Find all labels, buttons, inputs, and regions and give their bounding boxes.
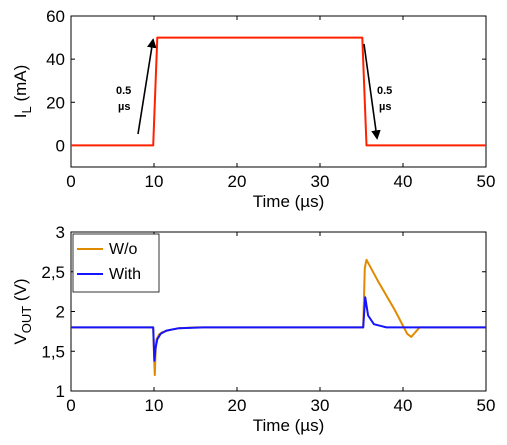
- y-tick-label: 60: [46, 7, 65, 26]
- x-tick-label: 30: [311, 172, 330, 191]
- x-axis-label: Time (µs): [253, 416, 325, 435]
- voltage-panel: 0 10 20 30 40 50 1 1,5 2 2,5 3 Time (µs) VOUT (V) W/o…: [11, 223, 495, 435]
- x-tick-label: 30: [311, 396, 330, 415]
- x-axis-label: Time (µs): [253, 192, 325, 211]
- x-tick-label: 40: [394, 396, 413, 415]
- x-tick-label: 50: [477, 396, 496, 415]
- legend-box: [72, 233, 160, 293]
- fall-arrow: [363, 43, 381, 140]
- x-tick-label: 50: [477, 172, 496, 191]
- rise-arrow: [137, 38, 157, 135]
- rise-fall-time-label: 0.5 µs: [377, 85, 392, 113]
- legend-label: With: [109, 266, 141, 283]
- x-tick-label: 10: [145, 396, 164, 415]
- x-tick-label: 0: [66, 396, 75, 415]
- x-tick-label: 20: [228, 172, 247, 191]
- series-line: [71, 296, 486, 362]
- y-axis-label: IL (mA): [11, 65, 34, 119]
- y-tick-label: 3: [56, 223, 65, 242]
- axes-box: [70, 15, 487, 168]
- y-tick-label: 2: [56, 303, 65, 322]
- x-tick-label: 20: [228, 396, 247, 415]
- legend: W/o With: [72, 233, 160, 293]
- y-tick-label: 40: [46, 50, 65, 69]
- y-axis-label: VOUT (V): [11, 278, 34, 344]
- series-line: [71, 36, 486, 147]
- y-tick-label: 1,5: [41, 342, 65, 361]
- y-tick-label: 1: [56, 382, 65, 401]
- rise-fall-time-label: 0.5 µs: [116, 85, 131, 113]
- y-tick-label: 20: [46, 93, 65, 112]
- x-tick-label: 40: [394, 172, 413, 191]
- x-tick-label: 0: [66, 172, 75, 191]
- legend-label: W/o: [109, 241, 138, 258]
- current-panel: 0 10 20 30 40 50 0 20 40 60 Time (µs) IL (mA) 0.5 µs 0…: [11, 7, 495, 211]
- x-tick-label: 10: [145, 172, 164, 191]
- y-tick-label: 2,5: [41, 263, 65, 282]
- y-tick-label: 0: [56, 136, 65, 155]
